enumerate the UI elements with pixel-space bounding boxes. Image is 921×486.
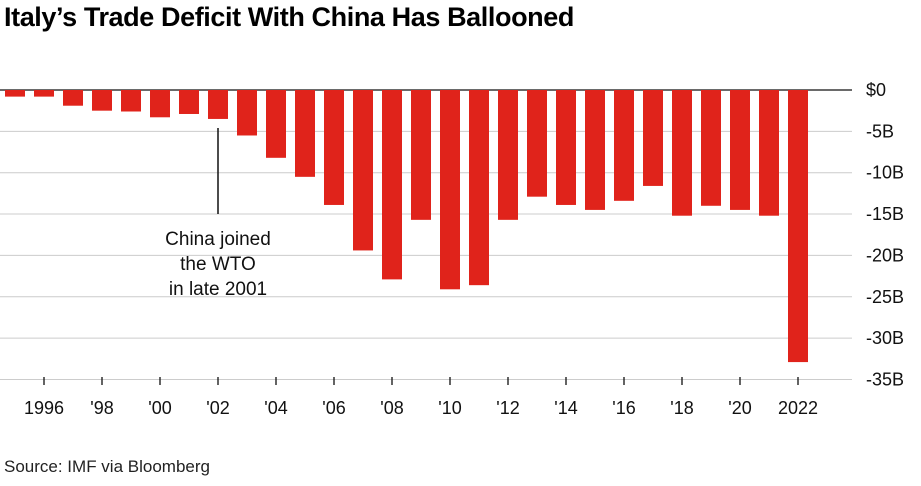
y-tick-label: -35B	[866, 369, 904, 389]
bar-2009	[411, 90, 431, 220]
bar-2001	[179, 90, 199, 114]
y-tick-label: -20B	[866, 245, 904, 265]
bar-2015	[585, 90, 605, 210]
bar-2000	[150, 90, 170, 118]
bars	[5, 90, 808, 363]
x-tick-label: 1996	[24, 398, 64, 418]
bar-2007	[353, 90, 373, 251]
bar-2016	[614, 90, 634, 201]
bar-2014	[556, 90, 576, 205]
y-tick-label: -15B	[866, 204, 904, 224]
bar-1999	[121, 90, 141, 112]
y-tick-label: -25B	[866, 287, 904, 307]
annotation-text: the WTO	[180, 254, 256, 275]
bar-2019	[701, 90, 721, 206]
bar-1997	[63, 90, 83, 106]
x-tick-label: 2022	[778, 398, 818, 418]
y-axis: $0 -5B -10B -15B -20B -25B -30B -35B	[866, 80, 904, 389]
bar-2022	[788, 90, 808, 363]
bar-2008	[382, 90, 402, 280]
annotation-text: China joined	[165, 229, 271, 250]
x-tick-label: '20	[728, 398, 751, 418]
bar-1995	[5, 90, 25, 97]
bar-2011	[469, 90, 489, 286]
bar-2013	[527, 90, 547, 197]
bar-2018	[672, 90, 692, 216]
bar-2002	[208, 90, 228, 119]
x-tick-label: '14	[554, 398, 577, 418]
x-tick-label: '98	[90, 398, 113, 418]
x-tick-label: '18	[670, 398, 693, 418]
y-tick-label: -30B	[866, 328, 904, 348]
x-tick-label: '06	[322, 398, 345, 418]
bar-2010	[440, 90, 460, 290]
chart-title: Italy’s Trade Deficit With China Has Bal…	[4, 2, 574, 32]
bar-1996	[34, 90, 54, 97]
annotation: China joined the WTO in late 2001	[165, 128, 271, 300]
y-tick-label: -5B	[866, 121, 894, 141]
y-tick-label: -10B	[866, 163, 904, 183]
x-tick-label: '08	[380, 398, 403, 418]
bar-1998	[92, 90, 112, 111]
bar-2020	[730, 90, 750, 210]
x-tick-label: '10	[438, 398, 461, 418]
bar-2017	[643, 90, 663, 186]
bar-2003	[237, 90, 257, 136]
x-tick-label: '16	[612, 398, 635, 418]
source-note: Source: IMF via Bloomberg	[4, 457, 210, 476]
x-axis: 1996 '98 '00 '02 '04 '06 '08 '10 '12 '14 '16 '18 '20…	[24, 377, 818, 418]
bar-2005	[295, 90, 315, 177]
x-tick-label: '12	[496, 398, 519, 418]
bar-2006	[324, 90, 344, 205]
chart: $0 -5B -10B -15B -20B -25B -30B -35B 1996 '98 '00…	[0, 80, 904, 418]
bar-2004	[266, 90, 286, 158]
x-tick-label: '02	[206, 398, 229, 418]
annotation-text: in late 2001	[169, 279, 267, 300]
bar-2021	[759, 90, 779, 216]
x-tick-label: '00	[148, 398, 171, 418]
bar-2012	[498, 90, 518, 220]
y-tick-label: $0	[866, 80, 886, 100]
x-tick-label: '04	[264, 398, 287, 418]
